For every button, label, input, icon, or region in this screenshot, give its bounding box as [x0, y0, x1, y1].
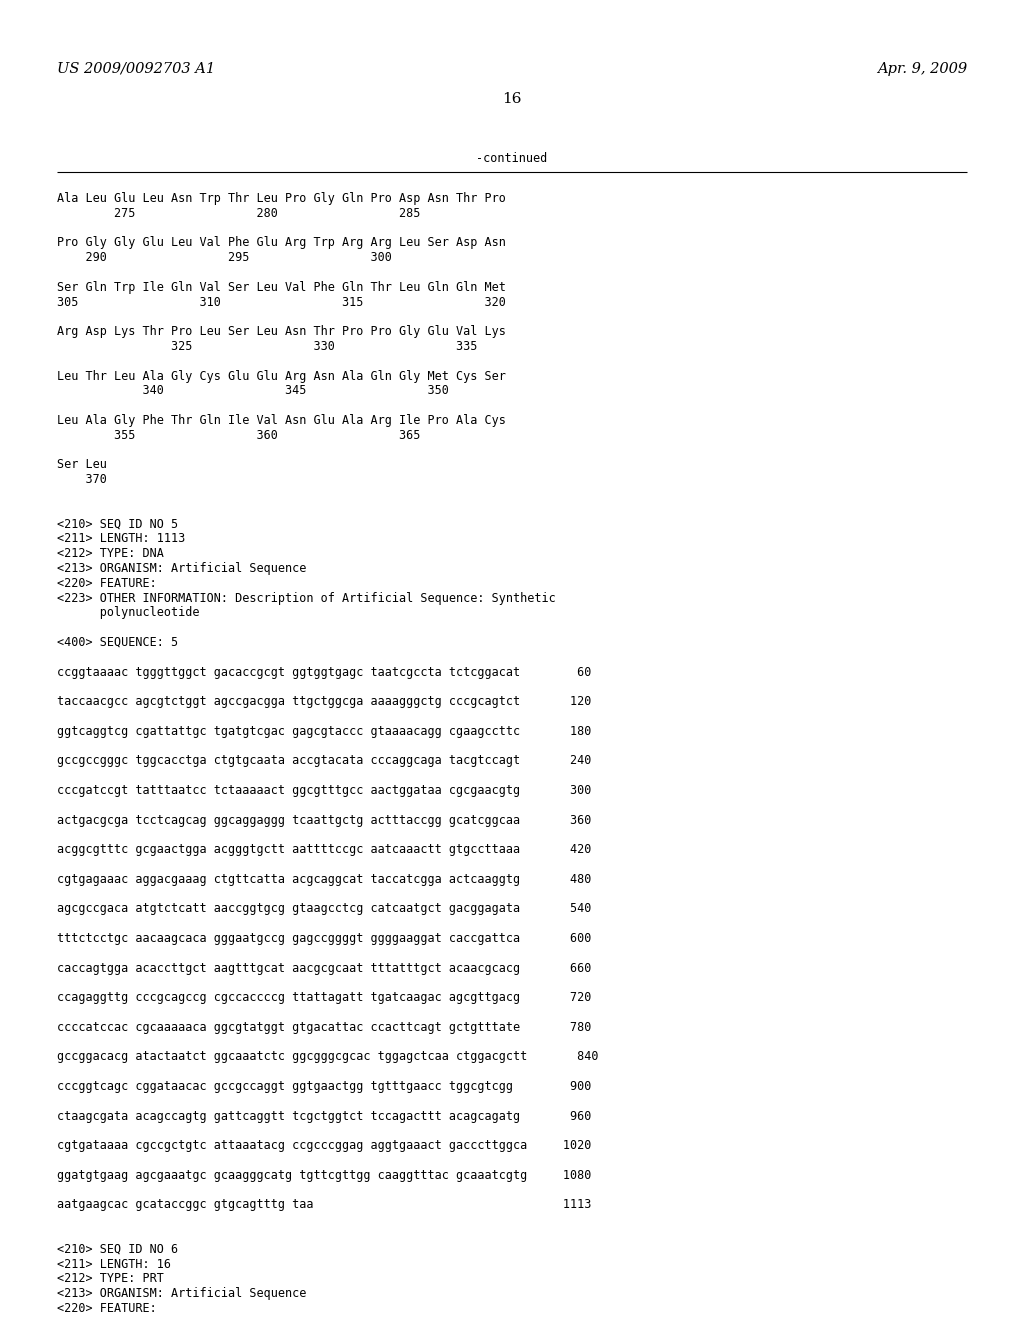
Text: 305                 310                 315                 320: 305 310 315 320: [57, 296, 506, 309]
Text: <220> FEATURE:: <220> FEATURE:: [57, 577, 157, 590]
Text: <213> ORGANISM: Artificial Sequence: <213> ORGANISM: Artificial Sequence: [57, 562, 306, 576]
Text: 275                 280                 285: 275 280 285: [57, 207, 421, 220]
Text: Ser Leu: Ser Leu: [57, 458, 106, 471]
Text: Apr. 9, 2009: Apr. 9, 2009: [877, 62, 967, 77]
Text: cccgatccgt tatttaatcc tctaaaaact ggcgtttgcc aactggataa cgcgaacgtg       300: cccgatccgt tatttaatcc tctaaaaact ggcgttt…: [57, 784, 592, 797]
Text: Leu Ala Gly Phe Thr Gln Ile Val Asn Glu Ala Arg Ile Pro Ala Cys: Leu Ala Gly Phe Thr Gln Ile Val Asn Glu …: [57, 414, 506, 426]
Text: 340                 345                 350: 340 345 350: [57, 384, 449, 397]
Text: Arg Asp Lys Thr Pro Leu Ser Leu Asn Thr Pro Pro Gly Glu Val Lys: Arg Asp Lys Thr Pro Leu Ser Leu Asn Thr …: [57, 325, 506, 338]
Text: cgtgagaaac aggacgaaag ctgttcatta acgcaggcat taccatcgga actcaaggtg       480: cgtgagaaac aggacgaaag ctgttcatta acgcagg…: [57, 873, 592, 886]
Text: aatgaagcac gcataccggc gtgcagtttg taa                                   1113: aatgaagcac gcataccggc gtgcagtttg taa 111…: [57, 1199, 592, 1212]
Text: 370: 370: [57, 473, 106, 486]
Text: US 2009/0092703 A1: US 2009/0092703 A1: [57, 62, 215, 77]
Text: Leu Thr Leu Ala Gly Cys Glu Glu Arg Asn Ala Gln Gly Met Cys Ser: Leu Thr Leu Ala Gly Cys Glu Glu Arg Asn …: [57, 370, 506, 383]
Text: <212> TYPE: PRT: <212> TYPE: PRT: [57, 1272, 164, 1286]
Text: <210> SEQ ID NO 6: <210> SEQ ID NO 6: [57, 1243, 178, 1255]
Text: <211> LENGTH: 1113: <211> LENGTH: 1113: [57, 532, 185, 545]
Text: 325                 330                 335: 325 330 335: [57, 341, 477, 352]
Text: Ser Gln Trp Ile Gln Val Ser Leu Val Phe Gln Thr Leu Gln Gln Met: Ser Gln Trp Ile Gln Val Ser Leu Val Phe …: [57, 281, 506, 294]
Text: -continued: -continued: [476, 152, 548, 165]
Text: actgacgcga tcctcagcag ggcaggaggg tcaattgctg actttaccgg gcatcggcaa       360: actgacgcga tcctcagcag ggcaggaggg tcaattg…: [57, 813, 592, 826]
Text: gccggacacg atactaatct ggcaaatctc ggcgggcgcac tggagctcaa ctggacgctt       840: gccggacacg atactaatct ggcaaatctc ggcgggc…: [57, 1051, 598, 1064]
Text: agcgccgaca atgtctcatt aaccggtgcg gtaagcctcg catcaatgct gacggagata       540: agcgccgaca atgtctcatt aaccggtgcg gtaagcc…: [57, 903, 592, 915]
Text: <220> FEATURE:: <220> FEATURE:: [57, 1302, 157, 1315]
Text: <210> SEQ ID NO 5: <210> SEQ ID NO 5: [57, 517, 178, 531]
Text: acggcgtttc gcgaactgga acgggtgctt aattttccgc aatcaaactt gtgccttaaa       420: acggcgtttc gcgaactgga acgggtgctt aattttc…: [57, 843, 592, 857]
Text: Ala Leu Glu Leu Asn Trp Thr Leu Pro Gly Gln Pro Asp Asn Thr Pro: Ala Leu Glu Leu Asn Trp Thr Leu Pro Gly …: [57, 191, 506, 205]
Text: <212> TYPE: DNA: <212> TYPE: DNA: [57, 548, 164, 560]
Text: ggatgtgaag agcgaaatgc gcaagggcatg tgttcgttgg caaggtttac gcaaatcgtg     1080: ggatgtgaag agcgaaatgc gcaagggcatg tgttcg…: [57, 1168, 592, 1181]
Text: ccccatccac cgcaaaaaca ggcgtatggt gtgacattac ccacttcagt gctgtttate       780: ccccatccac cgcaaaaaca ggcgtatggt gtgacat…: [57, 1020, 592, 1034]
Text: 290                 295                 300: 290 295 300: [57, 251, 392, 264]
Text: 16: 16: [502, 92, 522, 106]
Text: ggtcaggtcg cgattattgc tgatgtcgac gagcgtaccc gtaaaacagg cgaagccttc       180: ggtcaggtcg cgattattgc tgatgtcgac gagcgta…: [57, 725, 592, 738]
Text: ccggtaaaac tgggttggct gacaccgcgt ggtggtgagc taatcgccta tctcggacat        60: ccggtaaaac tgggttggct gacaccgcgt ggtggtg…: [57, 665, 592, 678]
Text: Pro Gly Gly Glu Leu Val Phe Glu Arg Trp Arg Arg Leu Ser Asp Asn: Pro Gly Gly Glu Leu Val Phe Glu Arg Trp …: [57, 236, 506, 249]
Text: <400> SEQUENCE: 5: <400> SEQUENCE: 5: [57, 636, 178, 649]
Text: gccgccgggc tggcacctga ctgtgcaata accgtacata cccaggcaga tacgtccagt       240: gccgccgggc tggcacctga ctgtgcaata accgtac…: [57, 755, 592, 767]
Text: <211> LENGTH: 16: <211> LENGTH: 16: [57, 1258, 171, 1271]
Text: cccggtcagc cggataacac gccgccaggt ggtgaactgg tgtttgaacc tggcgtcgg        900: cccggtcagc cggataacac gccgccaggt ggtgaac…: [57, 1080, 592, 1093]
Text: <213> ORGANISM: Artificial Sequence: <213> ORGANISM: Artificial Sequence: [57, 1287, 306, 1300]
Text: tttctcctgc aacaagcaca gggaatgccg gagccggggt ggggaaggat caccgattca       600: tttctcctgc aacaagcaca gggaatgccg gagccgg…: [57, 932, 592, 945]
Text: ctaagcgata acagccagtg gattcaggtt tcgctggtct tccagacttt acagcagatg       960: ctaagcgata acagccagtg gattcaggtt tcgctgg…: [57, 1110, 592, 1122]
Text: cgtgataaaa cgccgctgtc attaaatacg ccgcccggag aggtgaaact gacccttggca     1020: cgtgataaaa cgccgctgtc attaaatacg ccgcccg…: [57, 1139, 592, 1152]
Text: caccagtgga acaccttgct aagtttgcat aacgcgcaat tttatttgct acaacgcacg       660: caccagtgga acaccttgct aagtttgcat aacgcgc…: [57, 961, 592, 974]
Text: 355                 360                 365: 355 360 365: [57, 429, 421, 442]
Text: taccaacgcc agcgtctggt agccgacgga ttgctggcga aaaagggctg cccgcagtct       120: taccaacgcc agcgtctggt agccgacgga ttgctgg…: [57, 696, 592, 709]
Text: polynucleotide: polynucleotide: [57, 606, 200, 619]
Text: <223> OTHER INFORMATION: Description of Artificial Sequence: Synthetic: <223> OTHER INFORMATION: Description of …: [57, 591, 556, 605]
Text: ccagaggttg cccgcagccg cgccaccccg ttattagatt tgatcaagac agcgttgacg       720: ccagaggttg cccgcagccg cgccaccccg ttattag…: [57, 991, 592, 1005]
